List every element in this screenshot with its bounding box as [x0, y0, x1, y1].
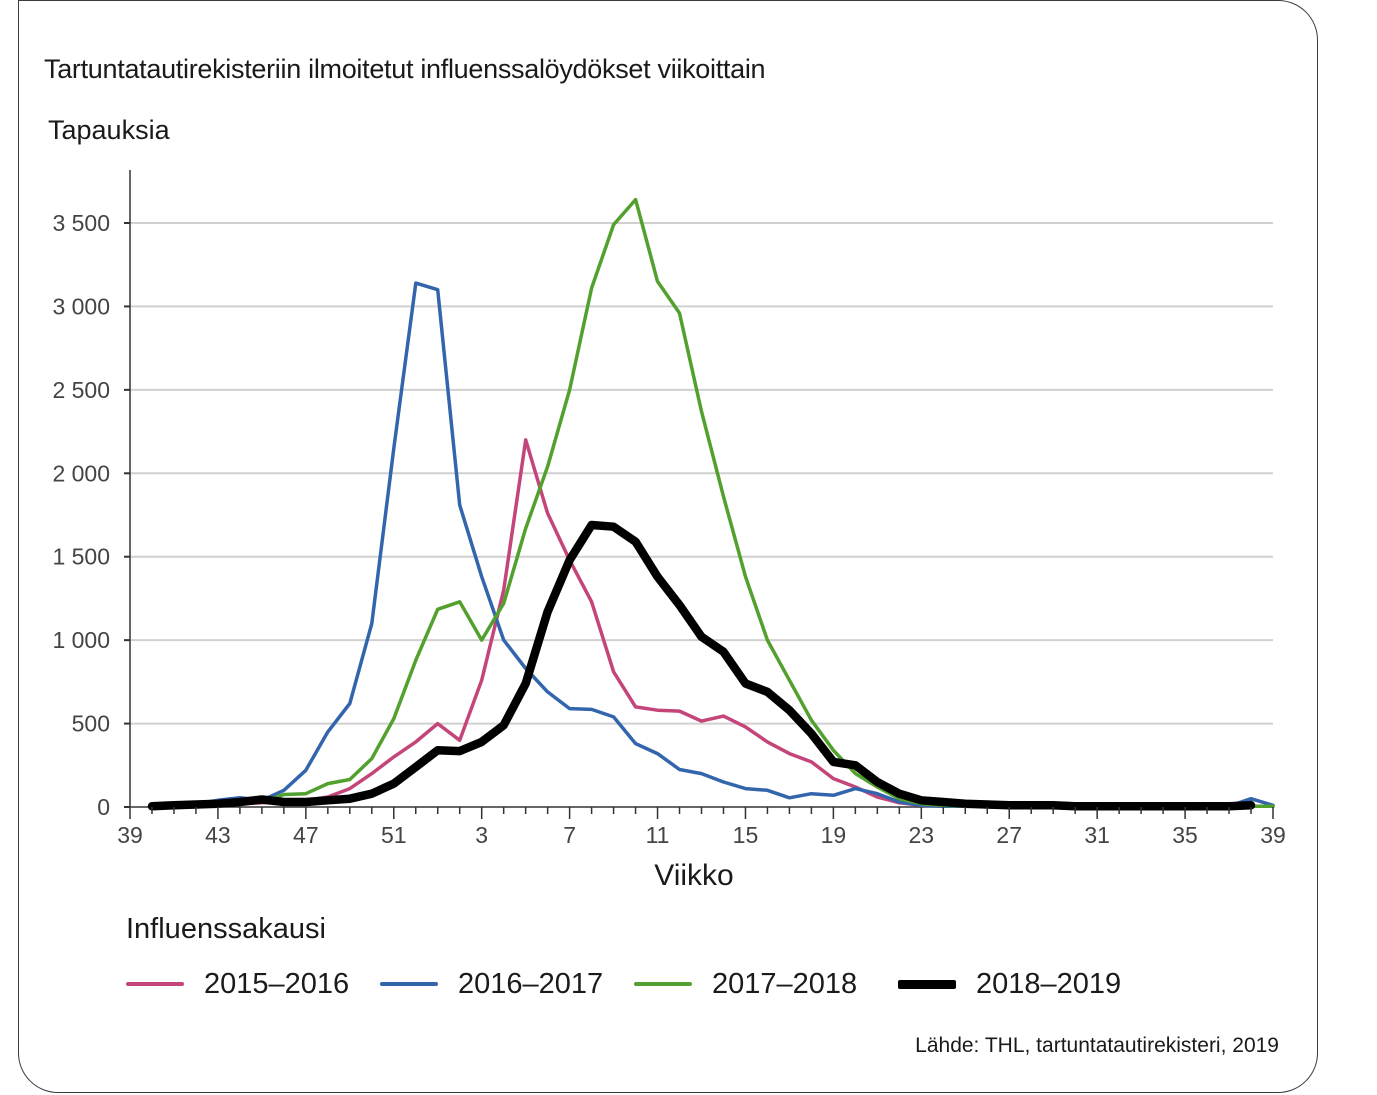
- legend-swatch-2018-2019: [898, 979, 956, 989]
- y-tick-label-0: 0: [97, 794, 110, 820]
- x-tick-label-2: 47: [293, 822, 319, 848]
- y-tick-label-5: 2 500: [52, 377, 110, 403]
- legend-item-2015-2016: 2015–2016: [126, 962, 349, 1006]
- y-tick-label-4: 2 000: [52, 460, 110, 486]
- x-tick-label-9: 23: [909, 822, 935, 848]
- x-tick-label-5: 7: [563, 822, 576, 848]
- y-tick-label-7: 3 500: [52, 210, 110, 236]
- legend-label-2018-2019: 2018–2019: [976, 967, 1122, 1000]
- x-tick-label-11: 31: [1084, 822, 1110, 848]
- x-axis-label: Viikko: [654, 859, 733, 892]
- x-tick-label-3: 51: [381, 822, 407, 848]
- legend-label-2016-2017: 2016–2017: [458, 967, 604, 1000]
- legend: 2015–2016 2016–2017 2017–2018 2018–2019: [126, 962, 1226, 1006]
- chart-title: Tartuntatautirekisteriin ilmoitetut infl…: [44, 54, 766, 84]
- x-tick-label-10: 27: [996, 822, 1022, 848]
- x-tick-label-4: 3: [475, 822, 488, 848]
- y-axis-label: Tapauksia: [48, 115, 170, 145]
- legend-item-2016-2017: 2016–2017: [380, 962, 603, 1006]
- chart-frame: [18, 0, 1318, 1093]
- legend-item-2017-2018: 2017–2018: [634, 962, 857, 1006]
- x-tick-label-0: 39: [117, 822, 143, 848]
- series-line-2015–2016: [150, 438, 1275, 809]
- legend-label-2015-2016: 2015–2016: [204, 967, 350, 1000]
- legend-swatch-2016-2017: [380, 982, 438, 986]
- series-line-2018–2019: [147, 520, 1256, 811]
- source-note: Lähde: THL, tartuntatautirekisteri, 2019: [915, 1034, 1279, 1057]
- x-tick-label-7: 15: [733, 822, 759, 848]
- y-tick-label-1: 500: [72, 711, 110, 737]
- y-tick-label-2: 1 000: [52, 627, 110, 653]
- series-line-2016–2017: [194, 281, 1275, 808]
- y-tick-label-3: 1 500: [52, 544, 110, 570]
- x-tick-label-6: 11: [646, 822, 670, 848]
- x-tick-label-8: 19: [821, 822, 847, 848]
- x-tick-label-1: 43: [205, 822, 231, 848]
- legend-item-2018-2019: 2018–2019: [898, 962, 1121, 1006]
- y-tick-label-6: 3 000: [52, 293, 110, 319]
- legend-swatch-2017-2018: [634, 982, 692, 986]
- x-tick-label-13: 39: [1260, 822, 1286, 848]
- legend-swatch-2015-2016: [126, 982, 184, 986]
- x-tick-label-12: 35: [1172, 822, 1198, 848]
- legend-title: Influenssakausi: [126, 913, 326, 945]
- legend-label-2017-2018: 2017–2018: [712, 967, 858, 1000]
